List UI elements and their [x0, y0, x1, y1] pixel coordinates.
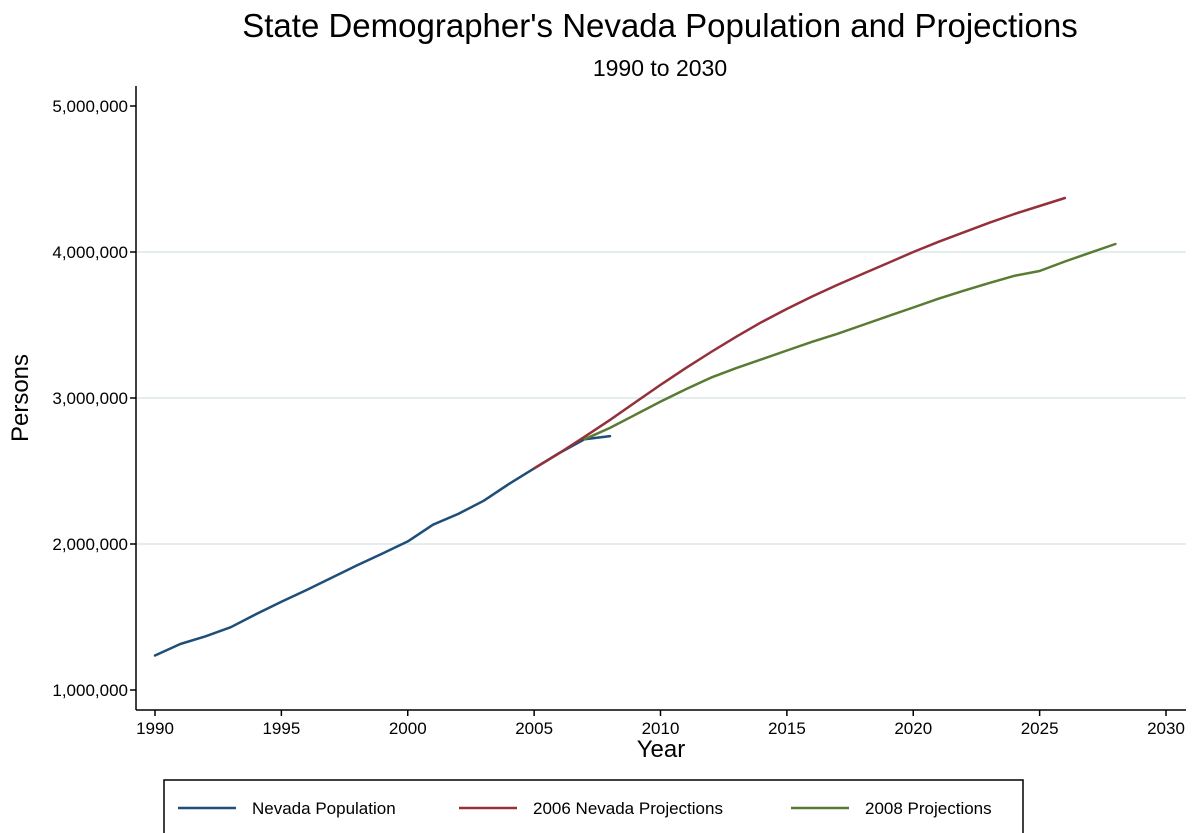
y-tick-label: 2,000,000 — [52, 535, 128, 554]
legend-label: 2006 Nevada Projections — [533, 799, 723, 818]
y-tick-label: 5,000,000 — [52, 97, 128, 116]
x-tick-label: 2025 — [1021, 719, 1059, 738]
y-tick-label: 1,000,000 — [52, 681, 128, 700]
y-tick-label: 4,000,000 — [52, 243, 128, 262]
x-tick-label: 1990 — [136, 719, 174, 738]
x-ticks: 1990 1995 2000 2005 2010 2015 2020 2025 2030 — [136, 710, 1185, 738]
series-line-nevada-population — [153, 434, 612, 657]
x-tick-label: 1995 — [262, 719, 300, 738]
x-tick-label: 2010 — [642, 719, 680, 738]
x-tick-label: 2005 — [515, 719, 553, 738]
gridlines — [136, 251, 1186, 545]
series-line-2008-projections — [583, 242, 1117, 441]
chart-subtitle: 1990 to 2030 — [593, 55, 727, 81]
x-tick-label: 2020 — [894, 719, 932, 738]
x-tick-label: 2030 — [1147, 719, 1185, 738]
series-line-2006-nevada-projections — [532, 196, 1067, 470]
legend-box — [163, 779, 1024, 833]
chart-title: State Demographer's Nevada Population an… — [242, 7, 1077, 44]
series-lines — [153, 196, 1117, 657]
x-axis-title: Year — [637, 736, 686, 763]
x-tick-label: 2015 — [768, 719, 806, 738]
legend-label: Nevada Population — [252, 799, 396, 818]
x-tick-label: 2000 — [389, 719, 427, 738]
y-ticks: 1,000,000 2,000,000 3,000,000 4,000,000 5,00… — [52, 97, 136, 700]
legend: Nevada Population 2006 Nevada Projections… — [163, 779, 1024, 833]
legend-label: 2008 Projections — [865, 799, 992, 818]
y-tick-label: 3,000,000 — [52, 389, 128, 408]
y-axis-title: Persons — [7, 354, 34, 442]
